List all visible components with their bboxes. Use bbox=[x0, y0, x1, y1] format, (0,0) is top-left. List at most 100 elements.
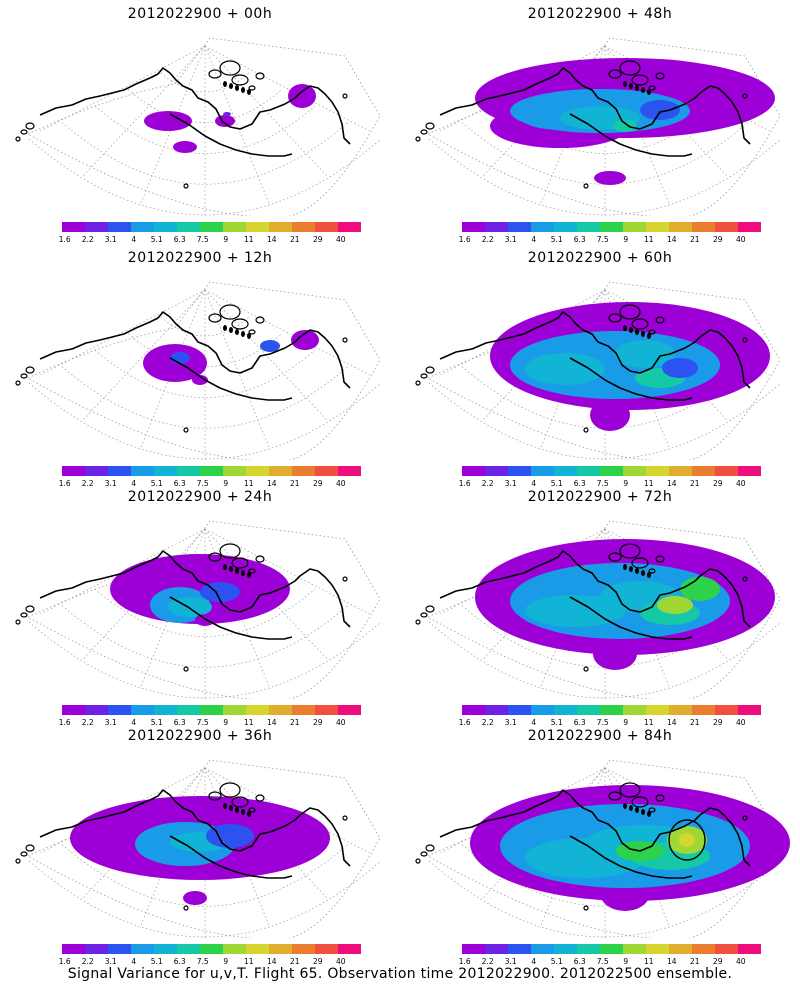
legend-swatch bbox=[246, 944, 269, 954]
legend-swatch bbox=[200, 944, 223, 954]
legend-swatch bbox=[554, 944, 577, 954]
legend-swatch bbox=[738, 222, 761, 232]
legend-label: 29 bbox=[712, 957, 723, 966]
variance-contour bbox=[215, 115, 235, 127]
variance-field bbox=[475, 58, 775, 185]
legend-swatch bbox=[292, 466, 315, 476]
legend-swatch bbox=[85, 222, 108, 232]
legend-label: 11 bbox=[643, 235, 654, 244]
legend-label: 2.2 bbox=[81, 479, 94, 488]
coastline bbox=[415, 782, 751, 911]
legend-swatch bbox=[623, 944, 646, 954]
variance-contour bbox=[288, 84, 316, 108]
legend-swatch bbox=[738, 466, 761, 476]
legend-swatch bbox=[223, 222, 246, 232]
variance-contour bbox=[183, 891, 207, 905]
legend-swatch bbox=[62, 705, 85, 715]
legend-label: 6.3 bbox=[573, 957, 586, 966]
legend-label: 3.1 bbox=[104, 718, 117, 727]
legend-swatch bbox=[669, 705, 692, 715]
legend-label: 40 bbox=[735, 957, 746, 966]
legend-swatch bbox=[315, 466, 338, 476]
legend-label: 21 bbox=[689, 479, 700, 488]
legend-swatch bbox=[108, 705, 131, 715]
highlight-ring bbox=[668, 819, 706, 861]
color-legend bbox=[62, 222, 361, 232]
legend-label: 11 bbox=[243, 718, 254, 727]
legend-swatch bbox=[177, 705, 200, 715]
legend-label: 7.5 bbox=[596, 235, 609, 244]
variance-field bbox=[475, 539, 775, 670]
map-boundary bbox=[427, 37, 781, 218]
legend-swatch bbox=[462, 705, 485, 715]
legend-label: 14 bbox=[666, 957, 677, 966]
legend-swatch bbox=[508, 466, 531, 476]
variance-contour bbox=[657, 596, 693, 614]
legend-label: 6.3 bbox=[573, 479, 586, 488]
legend-label: 21 bbox=[289, 235, 300, 244]
legend-swatch bbox=[600, 466, 623, 476]
legend-swatch bbox=[692, 944, 715, 954]
legend-swatch bbox=[223, 705, 246, 715]
variance-contour bbox=[593, 638, 637, 670]
polar-map bbox=[15, 281, 382, 462]
legend-label: 21 bbox=[289, 479, 300, 488]
legend-labels: 1.6 2.2 3.1 4 5.1 6.3 7.5 9 11 14 21 29 40 bbox=[59, 718, 361, 728]
legend-swatch bbox=[269, 944, 292, 954]
legend-swatch bbox=[292, 944, 315, 954]
variance-contour bbox=[223, 112, 231, 116]
legend-label: 1.6 bbox=[458, 235, 471, 244]
legend-label: 9 bbox=[623, 235, 629, 244]
legend-label: 5.1 bbox=[550, 957, 563, 966]
variance-contour bbox=[173, 141, 197, 153]
coastline bbox=[15, 782, 351, 911]
legend-swatch bbox=[692, 466, 715, 476]
legend-label: 3.1 bbox=[504, 235, 517, 244]
legend-swatch bbox=[177, 944, 200, 954]
legend-swatch bbox=[646, 466, 669, 476]
legend-label: 5.1 bbox=[550, 235, 563, 244]
legend-labels: 1.6 2.2 3.1 4 5.1 6.3 7.5 9 11 14 21 29 40 bbox=[459, 718, 761, 728]
coastline bbox=[415, 543, 751, 672]
legend-swatch bbox=[600, 705, 623, 715]
polar-map bbox=[15, 520, 382, 701]
legend-label: 9 bbox=[223, 957, 229, 966]
legend-label: 14 bbox=[266, 957, 277, 966]
legend-label: 9 bbox=[223, 718, 229, 727]
variance-contour bbox=[594, 171, 626, 185]
legend-swatch bbox=[623, 222, 646, 232]
legend-label: 7.5 bbox=[596, 957, 609, 966]
legend-swatch bbox=[62, 222, 85, 232]
legend-swatch bbox=[131, 944, 154, 954]
legend-label: 14 bbox=[666, 479, 677, 488]
legend-swatch bbox=[177, 466, 200, 476]
legend-label: 14 bbox=[666, 235, 677, 244]
legend-label: 5.1 bbox=[150, 957, 163, 966]
legend-swatch bbox=[531, 705, 554, 715]
variance-contour bbox=[112, 578, 128, 588]
legend-swatch bbox=[554, 222, 577, 232]
legend-label: 4 bbox=[131, 235, 137, 244]
forecast-panel: 2012022900 + 00h 1.6 2.2 3.1 4 5.1 6.3 7.5 9 11 14… bbox=[0, 0, 400, 244]
legend-label: 6.3 bbox=[573, 718, 586, 727]
legend-swatch bbox=[246, 222, 269, 232]
legend-label: 4 bbox=[131, 718, 137, 727]
forecast-panel: 2012022900 + 24h 1.6 2.2 3.1 4 5.1 6.3 7.5 9 11 14… bbox=[0, 483, 400, 727]
legend-swatch bbox=[315, 222, 338, 232]
map-boundary bbox=[27, 520, 381, 701]
legend-label: 29 bbox=[312, 957, 323, 966]
legend-label: 40 bbox=[335, 479, 346, 488]
variance-contour bbox=[613, 120, 637, 132]
legend-swatch bbox=[669, 222, 692, 232]
legend-swatch bbox=[269, 705, 292, 715]
legend-swatch bbox=[108, 944, 131, 954]
legend-swatch bbox=[85, 944, 108, 954]
legend-label: 9 bbox=[623, 479, 629, 488]
legend-swatch bbox=[715, 466, 738, 476]
legend-label: 29 bbox=[312, 718, 323, 727]
variance-contour bbox=[662, 358, 698, 378]
legend-swatch bbox=[738, 705, 761, 715]
legend-label: 7.5 bbox=[196, 957, 209, 966]
legend-swatch bbox=[315, 705, 338, 715]
legend-label: 2.2 bbox=[481, 718, 494, 727]
